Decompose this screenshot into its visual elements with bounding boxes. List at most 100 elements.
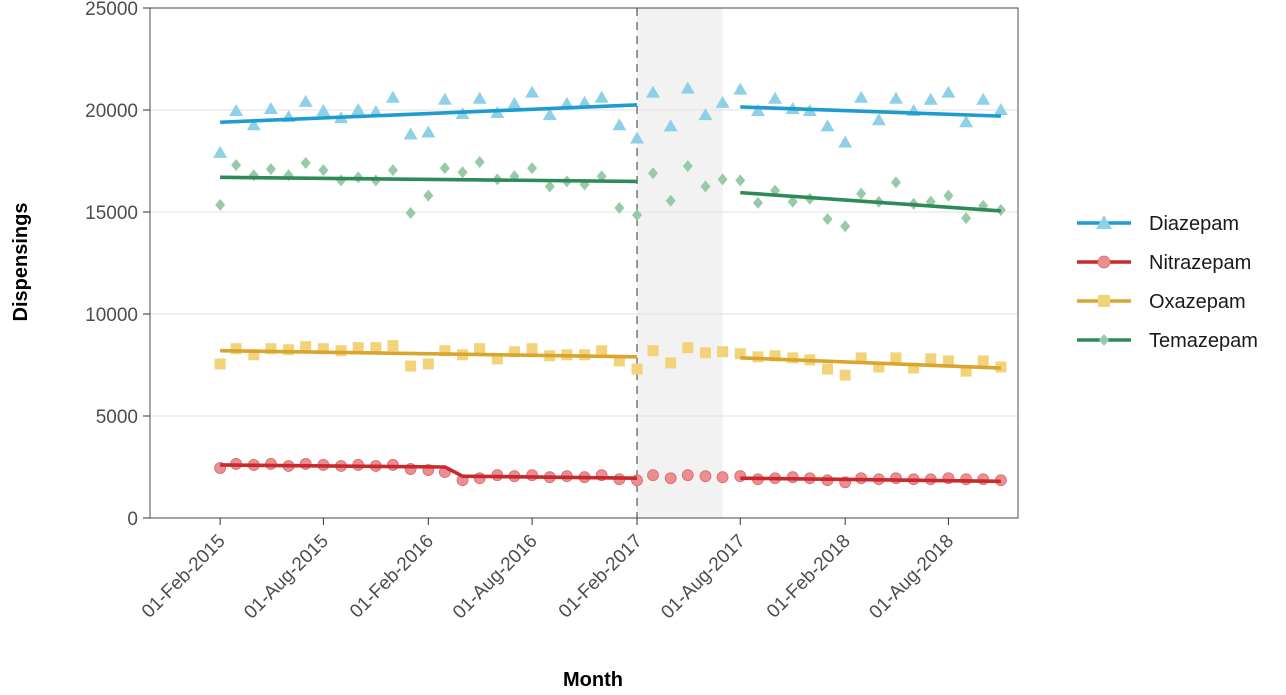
data-point bbox=[230, 343, 242, 355]
data-point bbox=[215, 198, 226, 211]
data-point bbox=[682, 160, 693, 173]
data-point bbox=[385, 90, 400, 103]
data-point bbox=[229, 104, 244, 117]
data-point bbox=[822, 213, 833, 226]
legend: Diazepam Nitrazepam Oxazepam Temazepam bbox=[1077, 213, 1258, 352]
data-point bbox=[647, 345, 659, 357]
data-point bbox=[387, 340, 399, 352]
data-point bbox=[961, 212, 972, 225]
data-point bbox=[631, 363, 643, 375]
data-point bbox=[318, 164, 329, 177]
plot-border bbox=[149, 7, 1019, 519]
data-point bbox=[735, 174, 746, 187]
data-point bbox=[976, 92, 991, 105]
data-point bbox=[316, 104, 331, 117]
data-point bbox=[960, 365, 972, 377]
data-point bbox=[750, 104, 765, 117]
trend-line-oxazepam bbox=[740, 356, 1001, 370]
data-point bbox=[613, 355, 625, 367]
x-tick-label: 01-Feb-2015 bbox=[138, 531, 230, 623]
data-point bbox=[525, 85, 540, 98]
data-point bbox=[527, 162, 538, 175]
data-point bbox=[403, 127, 418, 140]
data-point bbox=[246, 118, 261, 131]
data-point bbox=[941, 85, 956, 98]
data-point bbox=[890, 352, 902, 364]
data-point bbox=[734, 348, 746, 360]
data-point bbox=[768, 91, 783, 104]
legend-label: Oxazepam bbox=[1149, 291, 1246, 313]
series-diazepam-points bbox=[213, 81, 1008, 158]
legend-marker bbox=[1099, 334, 1109, 346]
data-point bbox=[942, 355, 954, 367]
data-point bbox=[769, 350, 781, 362]
data-point bbox=[787, 352, 799, 364]
data-point bbox=[908, 362, 920, 374]
data-point bbox=[214, 358, 226, 370]
data-point bbox=[507, 96, 522, 109]
data-point bbox=[647, 469, 659, 482]
trend-line-temazepam bbox=[220, 175, 638, 184]
data-point bbox=[474, 156, 485, 169]
trend-line-temazepam bbox=[740, 190, 1002, 213]
shaded-period bbox=[637, 8, 723, 518]
data-point bbox=[265, 343, 277, 355]
data-point bbox=[351, 103, 366, 115]
data-point bbox=[681, 469, 694, 482]
x-tick-label: 01-Feb-2017 bbox=[555, 531, 647, 623]
y-tick-label: 10000 bbox=[85, 305, 138, 326]
data-point bbox=[405, 360, 417, 372]
legend-item-temazepam: Temazepam bbox=[1077, 330, 1258, 352]
data-point bbox=[648, 167, 659, 180]
data-point bbox=[699, 347, 711, 359]
legend-item-nitrazepam: Nitrazepam bbox=[1077, 252, 1251, 274]
data-point bbox=[680, 81, 695, 94]
legend-item-oxazepam: Oxazepam bbox=[1077, 291, 1246, 313]
x-axis-title: Month bbox=[563, 669, 623, 691]
data-point bbox=[231, 159, 242, 172]
data-point bbox=[491, 353, 503, 365]
x-tick-label: 01-Aug-2016 bbox=[449, 531, 542, 624]
data-point bbox=[596, 345, 608, 357]
x-tick-label: 01-Feb-2018 bbox=[763, 531, 855, 623]
legend-label: Diazepam bbox=[1149, 213, 1239, 235]
data-point bbox=[437, 92, 452, 105]
x-tick-label: 01-Aug-2015 bbox=[240, 531, 333, 624]
trend-line-nitrazepam bbox=[740, 476, 1001, 484]
data-point bbox=[646, 85, 661, 98]
y-tick-label: 25000 bbox=[85, 0, 138, 20]
plot-panel bbox=[150, 8, 1018, 518]
data-point bbox=[544, 180, 555, 193]
data-point bbox=[840, 220, 851, 233]
trend-line-diazepam bbox=[220, 103, 638, 125]
data-point bbox=[854, 90, 869, 103]
data-point bbox=[888, 91, 903, 104]
legend-marker bbox=[1098, 295, 1110, 307]
data-point bbox=[405, 207, 416, 220]
x-tick-label: 01-Aug-2017 bbox=[657, 531, 750, 624]
y-axis-title: Dispensings bbox=[10, 203, 32, 322]
data-point bbox=[665, 194, 676, 207]
data-point bbox=[421, 125, 436, 138]
trend-line-diazepam bbox=[740, 105, 1001, 118]
legend-label: Temazepam bbox=[1149, 330, 1258, 352]
legend-label: Nitrazepam bbox=[1149, 252, 1251, 274]
data-point bbox=[457, 166, 468, 179]
data-point bbox=[839, 369, 851, 381]
data-point bbox=[663, 119, 678, 132]
data-point bbox=[717, 346, 729, 358]
x-tick-label: 01-Feb-2016 bbox=[346, 531, 438, 623]
data-point bbox=[838, 135, 853, 148]
data-point bbox=[508, 346, 520, 358]
y-tick-label: 5000 bbox=[96, 407, 138, 428]
legend-item-diazepam: Diazepam bbox=[1077, 213, 1239, 235]
data-point bbox=[298, 94, 313, 107]
data-point bbox=[352, 342, 364, 354]
data-point bbox=[925, 353, 937, 365]
data-point bbox=[871, 113, 886, 126]
data-point bbox=[474, 343, 486, 355]
data-point bbox=[699, 470, 712, 483]
data-point bbox=[890, 176, 901, 189]
data-point bbox=[716, 471, 729, 484]
